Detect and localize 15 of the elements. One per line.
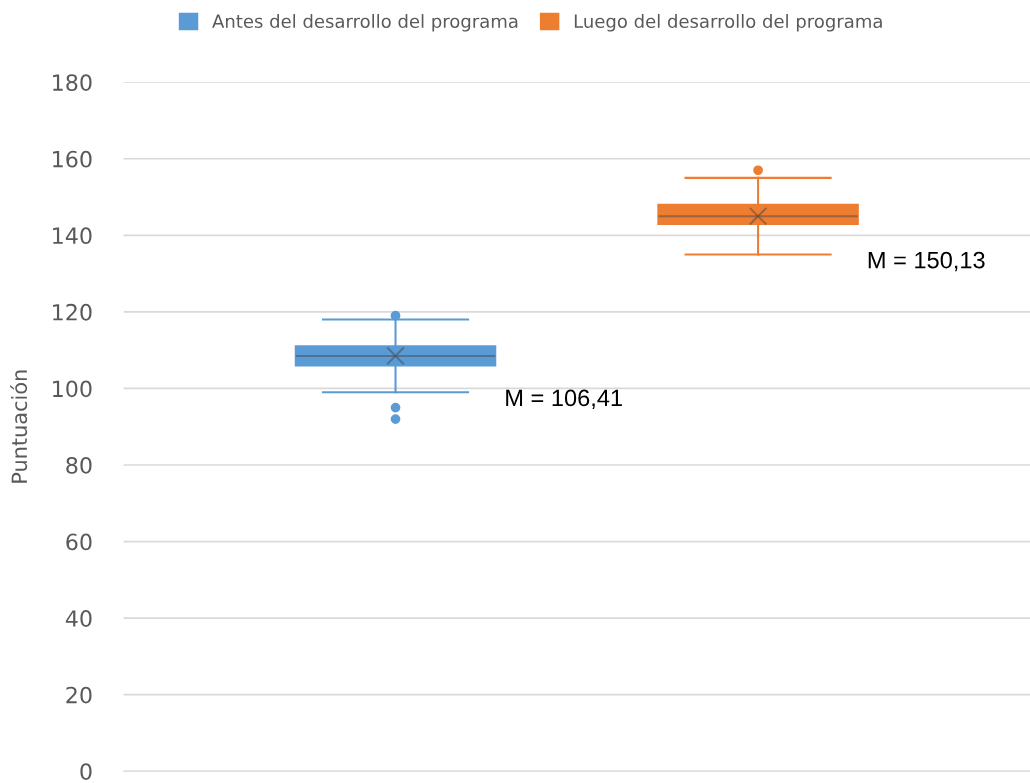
y-tick-label: 180 — [53, 74, 92, 91]
y-tick-label: 80 — [66, 456, 92, 474]
legend-label: Luego del desarrollo del programa — [574, 14, 882, 32]
annotation: M = 150,13 — [868, 251, 985, 272]
y-axis-title: Puntuación — [10, 370, 28, 483]
y-tick-label: 40 — [65, 610, 92, 627]
y-tick-label: 120 — [53, 303, 92, 321]
y-tick-label: 100 — [53, 380, 92, 398]
y-tick-label: 160 — [53, 150, 92, 168]
y-tick-label: 20 — [66, 686, 92, 704]
y-tick-label: 140 — [53, 227, 92, 245]
y-tick-label: 60 — [66, 533, 92, 551]
legend-label: Antes del desarrollo del programa — [212, 14, 518, 32]
y-tick-label: 0 — [80, 763, 92, 781]
annotation: M = 106,41 — [506, 389, 622, 410]
